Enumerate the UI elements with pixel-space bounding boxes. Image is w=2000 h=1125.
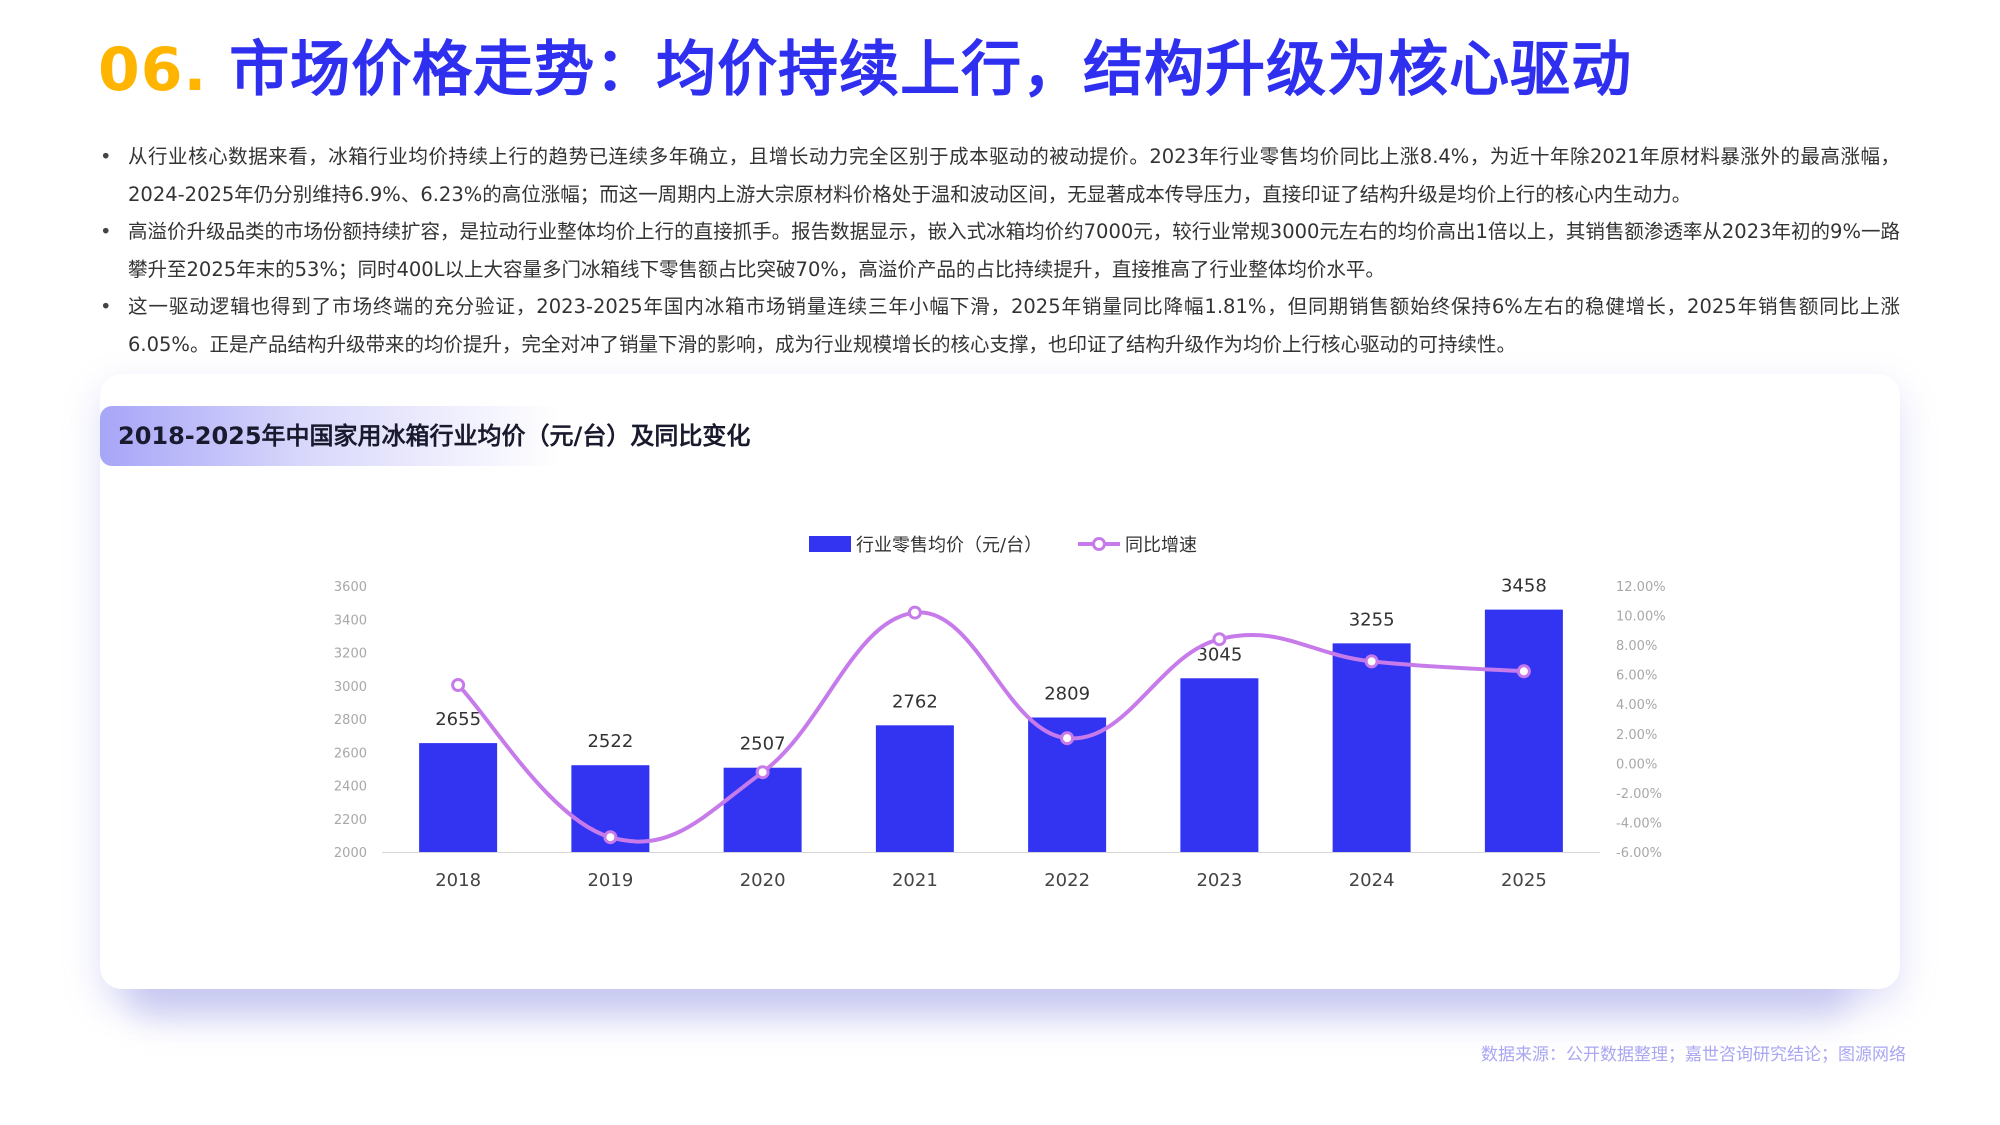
bullet-dot: • <box>100 220 112 243</box>
section-number: 06. <box>98 35 208 105</box>
bullet-item: • 高溢价升级品类的市场份额持续扩容，是拉动行业整体均价上行的直接抓手。报告数据显… <box>100 213 1900 288</box>
legend-line-label: 同比增速 <box>1125 535 1197 556</box>
x-tick-label: 2024 <box>1349 870 1395 891</box>
right-axis-tick: 0.00% <box>1616 757 1657 772</box>
right-axis-tick: 12.00% <box>1616 580 1666 595</box>
right-axis-tick: -6.00% <box>1616 846 1662 861</box>
growth-rate-point-2018 <box>451 678 466 693</box>
x-tick-label: 2020 <box>740 870 786 891</box>
bullet-dot: • <box>100 295 112 318</box>
x-tick-label: 2019 <box>587 870 633 891</box>
bullet-item: • 从行业核心数据来看，冰箱行业均价持续上行的趋势已连续多年确立，且增长动力完全区… <box>100 138 1900 213</box>
chart-card: 2018-2025年中国家用冰箱行业均价（元/台）及同比变化 2000 2200 2… <box>100 374 1900 989</box>
left-axis-tick: 2200 <box>334 813 367 828</box>
bar-value-label: 3045 <box>1196 644 1242 665</box>
bar-value-label: 2762 <box>892 691 938 712</box>
x-tick-label: 2021 <box>892 870 938 891</box>
growth-rate-point-2021 <box>907 605 922 620</box>
legend-bar-label: 行业零售均价（元/台） <box>856 535 1042 556</box>
growth-rate-point-2020 <box>755 765 770 780</box>
legend-line-marker <box>1092 537 1106 551</box>
bar-2021 <box>875 725 954 852</box>
page-title: 06. 市场价格走势：均价持续上行，结构升级为核心驱动 <box>98 28 1632 112</box>
bar-2025 <box>1484 609 1563 852</box>
right-axis-tick: -4.00% <box>1616 816 1662 831</box>
bar-value-label: 3255 <box>1349 609 1395 630</box>
bar-2018 <box>419 743 498 852</box>
bar-2024 <box>1332 643 1411 852</box>
right-axis-tick: 6.00% <box>1616 669 1657 684</box>
bar-2020 <box>723 767 802 852</box>
left-axis-tick: 3600 <box>334 580 367 595</box>
bullet-list: • 从行业核心数据来看，冰箱行业均价持续上行的趋势已连续多年确立，且增长动力完全区… <box>100 138 1900 363</box>
left-axis-tick: 2800 <box>334 713 367 728</box>
left-axis-tick: 2000 <box>334 846 367 861</box>
section-title: 市场价格走势：均价持续上行，结构升级为核心驱动 <box>229 35 1633 105</box>
growth-rate-point-2019 <box>603 830 618 845</box>
x-tick-label: 2023 <box>1196 870 1242 891</box>
right-axis-tick: 2.00% <box>1616 728 1657 743</box>
growth-rate-point-2023 <box>1212 632 1227 647</box>
bar-value-label: 3458 <box>1501 576 1547 597</box>
growth-rate-point-2022 <box>1060 731 1075 746</box>
right-axis-tick: 10.00% <box>1616 610 1666 625</box>
source-note: 数据来源：公开数据整理；嘉世咨询研究结论；图源网络 <box>1481 1045 1906 1065</box>
left-axis-tick: 3400 <box>334 613 367 628</box>
bar-value-label: 2522 <box>587 731 633 752</box>
growth-rate-point-2024 <box>1364 654 1379 669</box>
bullet-text: 高溢价升级品类的市场份额持续扩容，是拉动行业整体均价上行的直接抓手。报告数据显示… <box>128 220 1900 281</box>
bar-value-label: 2655 <box>435 709 481 730</box>
growth-rate-point-2025 <box>1516 664 1531 679</box>
bar-value-label: 2809 <box>1044 684 1090 705</box>
bullet-text: 这一驱动逻辑也得到了市场终端的充分验证，2023-2025年国内冰箱市场销量连续… <box>128 295 1900 356</box>
x-tick-label: 2025 <box>1501 870 1547 891</box>
left-axis-tick: 2400 <box>334 780 367 795</box>
bullet-text: 从行业核心数据来看，冰箱行业均价持续上行的趋势已连续多年确立，且增长动力完全区别… <box>128 145 1900 206</box>
x-tick-label: 2022 <box>1044 870 1090 891</box>
bullet-item: • 这一驱动逻辑也得到了市场终端的充分验证，2023-2025年国内冰箱市场销量连… <box>100 288 1900 363</box>
bullet-dot: • <box>100 145 112 168</box>
legend-bar-swatch <box>809 536 851 552</box>
left-axis-tick: 2600 <box>334 746 367 761</box>
right-axis-tick: -2.00% <box>1616 787 1662 802</box>
combo-chart: 2000 2200 2400 2600 2800 3000 3200 3400 3600 -6.0… <box>334 535 1666 891</box>
bar-2023 <box>1180 678 1259 852</box>
bar-value-label: 2507 <box>740 734 786 755</box>
right-axis-tick: 8.00% <box>1616 639 1657 654</box>
right-axis-tick: 4.00% <box>1616 698 1657 713</box>
left-axis-tick: 3200 <box>334 647 367 662</box>
left-axis-tick: 3000 <box>334 680 367 695</box>
x-tick-label: 2018 <box>435 870 481 891</box>
